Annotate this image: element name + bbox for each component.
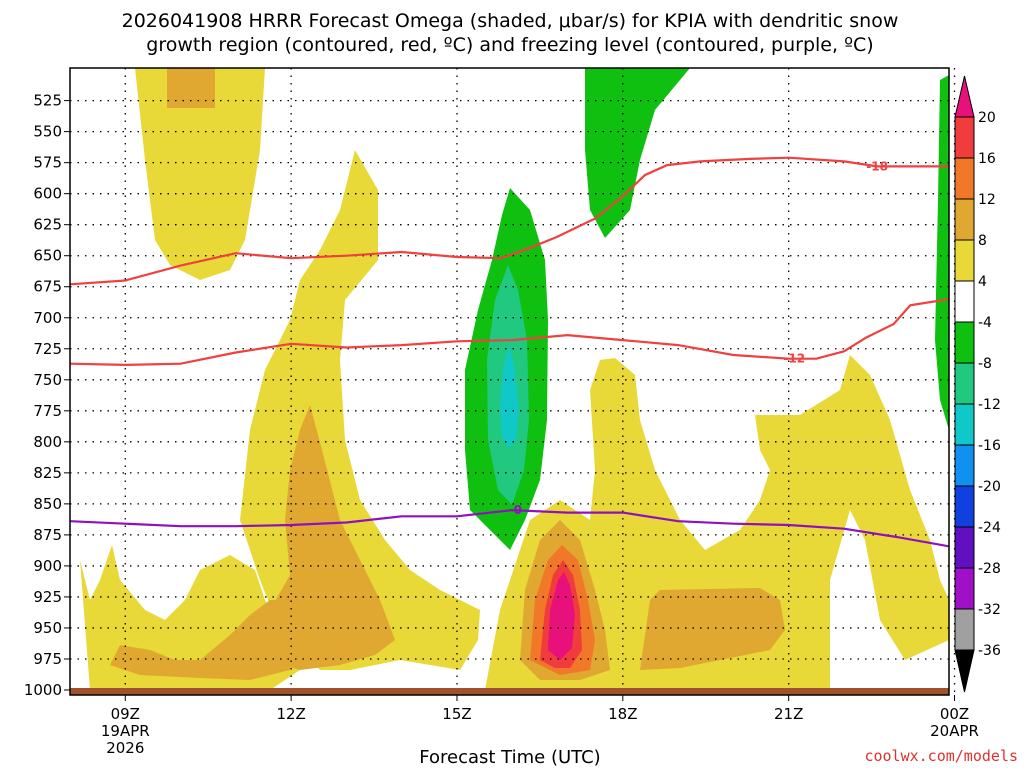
y-tick-label: 825 [33, 464, 62, 482]
freezing-level-0-line [70, 508, 949, 548]
y-tick-label: 875 [33, 526, 62, 544]
colorbar-band [954, 608, 975, 651]
y-tick-label: 925 [33, 588, 62, 606]
colorbar-label: -16 [978, 438, 1001, 454]
y-tick-label: 725 [33, 340, 62, 358]
x-tick-date: 19APR [101, 722, 150, 740]
ground-strip [70, 688, 949, 695]
y-tick-label: 850 [33, 495, 62, 513]
colorbar-band [954, 567, 975, 610]
colorbar-label: -4 [978, 315, 992, 331]
colorbar-label: 16 [978, 151, 996, 167]
colorbar-band [954, 403, 975, 446]
dgz-minus-12-lower-line [70, 297, 949, 367]
colorbar-band [954, 321, 975, 364]
colorbar-band [954, 280, 975, 323]
colorbar-band [954, 362, 975, 405]
colorbar-label: -12 [978, 397, 1001, 413]
chart-title-line2: growth region (contoured, red, ºC) and f… [146, 34, 873, 56]
omega-area-4-8 [135, 68, 265, 280]
y-tick-label: 575 [33, 154, 62, 172]
colorbar-band [954, 239, 975, 282]
contour-labels: -18 -12 0 [514, 159, 888, 517]
colorbar-label: 20 [978, 110, 996, 126]
credit-text: coolwx.com/models [864, 747, 1018, 765]
colorbar-band [954, 198, 975, 241]
colorbar-band [954, 526, 975, 569]
y-tick-label: 625 [33, 216, 62, 234]
omega-area-minus-12-16 [500, 345, 519, 448]
dgz-minus-12-lower-label: -12 [783, 352, 805, 366]
omega-area-8-12 [110, 600, 300, 680]
x-tick-label: 18Z [608, 705, 637, 723]
x-tick-label: 09Z [111, 705, 140, 723]
y-tick-label: 1000 [24, 681, 62, 699]
colorbar-label: 12 [978, 192, 996, 208]
y-tick-label: 900 [33, 557, 62, 575]
y-tick-label: 775 [33, 402, 62, 420]
x-tick-label: 15Z [442, 705, 471, 723]
omega-area-minus-4-8 [585, 68, 690, 238]
y-tick-label: 700 [33, 309, 62, 327]
x-tick-date: 20APR [930, 722, 979, 740]
colorbar-label: -8 [978, 356, 992, 372]
y-tick-label: 975 [33, 650, 62, 668]
omega-area-8-12 [640, 588, 785, 670]
contour-lines [70, 156, 949, 548]
colorbar-top-arrow [954, 75, 975, 118]
omega-shading [80, 68, 949, 690]
dgz-minus-18-line [556, 156, 949, 239]
x-tick-label: 00Z [940, 705, 969, 723]
y-tick-label: 600 [33, 185, 62, 203]
plot-frame [69, 67, 950, 696]
y-tick-label: 650 [33, 247, 62, 265]
chart-title-line1: 2026041908 HRRR Forecast Omega (shaded, … [122, 10, 899, 32]
x-tick-label: 21Z [774, 705, 803, 723]
x-axis-label: Forecast Time (UTC) [419, 747, 600, 768]
colorbar: 20 16 12 8 4 -4 -8 -12 -16 -20 -24 -28 -32 -36 [954, 75, 1001, 693]
y-axis-ticks: 525 550 575 600 625 650 675 700 725 750 775 800 825 8… [24, 92, 70, 699]
omega-area-over-20 [548, 572, 575, 660]
y-tick-label: 800 [33, 433, 62, 451]
omega-area-minus-4-8 [935, 75, 949, 430]
x-tick-year: 2026 [106, 739, 144, 757]
omega-area-8-12 [167, 68, 215, 108]
colorbar-label: -20 [978, 479, 1001, 495]
colorbar-label: -36 [978, 643, 1001, 659]
colorbar-band [954, 444, 975, 487]
colorbar-label: -28 [978, 561, 1001, 577]
y-tick-label: 550 [33, 123, 62, 141]
y-tick-label: 525 [33, 92, 62, 110]
colorbar-label: 4 [978, 274, 987, 290]
dgz-minus-12-upper-line [70, 236, 557, 286]
colorbar-band [954, 116, 975, 159]
y-tick-label: 950 [33, 619, 62, 637]
colorbar-band [954, 157, 975, 200]
colorbar-bottom-arrow [954, 649, 975, 693]
omega-area-4-8 [485, 355, 949, 690]
y-tick-label: 675 [33, 278, 62, 296]
freezing-level-0-label: 0 [514, 503, 522, 517]
colorbar-label: 8 [978, 233, 987, 249]
y-tick-label: 750 [33, 371, 62, 389]
x-tick-label: 12Z [276, 705, 305, 723]
colorbar-label: -32 [978, 602, 1001, 618]
dgz-minus-18-label: -18 [866, 159, 888, 173]
colorbar-label: -24 [978, 520, 1001, 536]
colorbar-band [954, 485, 975, 528]
